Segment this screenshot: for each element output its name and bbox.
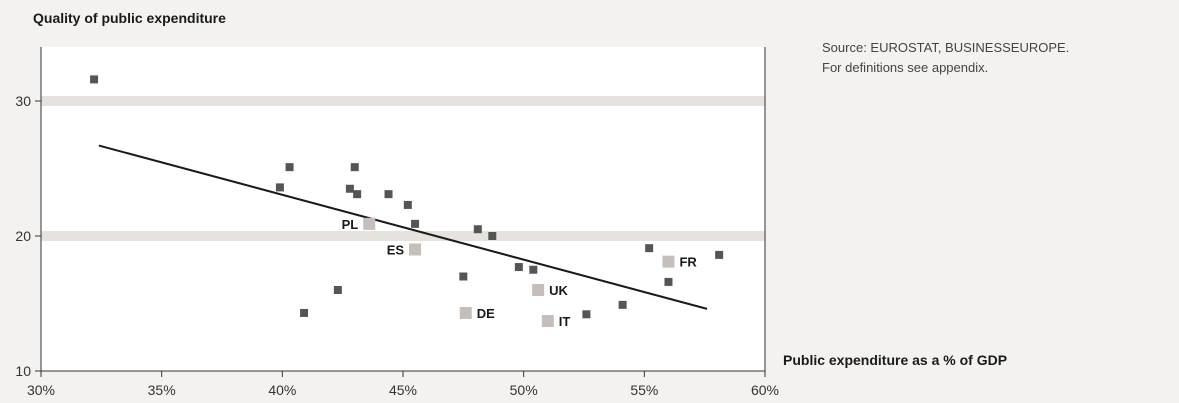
data-point <box>276 183 284 191</box>
highlight-point-pl <box>363 218 375 230</box>
plot-area <box>41 47 765 371</box>
data-point <box>353 190 361 198</box>
point-label-fr: FR <box>679 255 697 270</box>
x-tick-label: 30% <box>27 382 55 398</box>
x-tick-label: 50% <box>510 382 538 398</box>
data-point <box>488 232 496 240</box>
data-point <box>334 286 342 294</box>
highlight-point-it <box>542 315 554 327</box>
x-tick-label: 60% <box>751 382 779 398</box>
y-tick-label: 20 <box>15 228 31 244</box>
data-point <box>529 266 537 274</box>
data-point <box>385 190 393 198</box>
x-tick-label: 45% <box>389 382 417 398</box>
data-point <box>286 163 294 171</box>
data-point <box>645 244 653 252</box>
data-point <box>411 220 419 228</box>
x-tick-label: 40% <box>268 382 296 398</box>
data-point <box>715 251 723 259</box>
highlight-point-uk <box>532 284 544 296</box>
data-point <box>619 301 627 309</box>
data-point <box>300 309 308 317</box>
data-point <box>351 163 359 171</box>
y-tick-label: 30 <box>15 93 31 109</box>
grid-band <box>41 96 765 106</box>
point-label-de: DE <box>477 306 495 321</box>
point-label-pl: PL <box>342 217 359 232</box>
data-point <box>664 278 672 286</box>
data-point <box>474 225 482 233</box>
grid-band <box>41 231 765 241</box>
point-label-it: IT <box>559 314 571 329</box>
highlight-point-es <box>409 244 421 256</box>
x-tick-label: 55% <box>630 382 658 398</box>
data-point <box>459 273 467 281</box>
y-tick-label: 10 <box>15 363 31 379</box>
x-tick-label: 35% <box>148 382 176 398</box>
data-point <box>90 75 98 83</box>
data-point <box>346 185 354 193</box>
data-point <box>515 263 523 271</box>
highlight-point-de <box>460 307 472 319</box>
data-point <box>404 201 412 209</box>
point-label-es: ES <box>387 243 405 258</box>
highlight-point-fr <box>662 256 674 268</box>
point-label-uk: UK <box>549 283 568 298</box>
data-point <box>582 310 590 318</box>
